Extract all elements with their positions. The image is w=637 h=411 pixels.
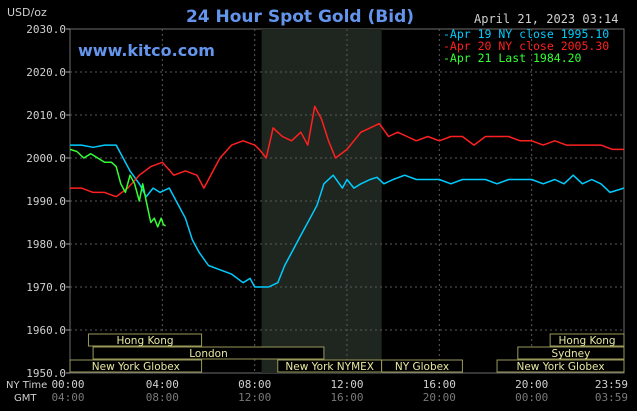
gmt-label: GMT [14,393,37,404]
y-tick-label: 2000.0 [26,152,66,165]
market-label: NY Globex [395,361,449,373]
x-tick-gmt: 00:00 [515,391,548,404]
legend-entry: -Apr 20 NY close 2005.30 [443,39,609,53]
market-session-bar: Hong Kong [549,333,625,347]
x-tick-ny: 12:00 [330,378,363,391]
y-tick-label: 1960.0 [26,324,66,337]
price-line [70,105,624,198]
x-tick-ny: 00:00 [51,378,84,391]
y-tick-label: 1980.0 [26,238,66,251]
x-tick-gmt: 08:00 [146,391,179,404]
market-label: New York Globex [516,361,604,373]
watermark-kitco: www.kitco.com [78,41,215,60]
y-tick-label: 2030.0 [26,23,66,36]
market-label: Sydney [551,348,590,360]
market-label: New York Globex [92,361,180,373]
x-tick-ny: 20:00 [515,378,548,391]
market-session-bar: New York Globex [496,359,625,373]
y-tick-label: 2020.0 [26,66,66,79]
market-bar-outline [92,346,325,360]
price-line [70,144,625,288]
ny-time-label: NY Time [6,380,47,391]
market-label: Hong Kong [559,335,616,347]
y-tick-label: 1990.0 [26,195,66,208]
price-line [69,148,166,228]
legend-entry: -Apr 19 NY close 1995.10 [443,27,609,41]
x-tick-ny: 04:00 [146,378,179,391]
y-tick-label: 1950.0 [26,367,66,380]
market-bar-outline [87,333,203,347]
market-session-bar: New York Globex [69,359,203,373]
x-tick-ny: 08:00 [238,378,271,391]
unit-label: USD/oz [7,6,47,19]
market-session-bar: Hong Kong [87,333,203,347]
x-tick-gmt: 04:00 [51,391,84,404]
y-tick-label: 2010.0 [26,109,66,122]
x-tick-gmt: 20:00 [423,391,456,404]
x-tick-gmt: 16:00 [330,391,363,404]
market-bar-outline [549,333,625,347]
market-label: London [189,348,228,360]
market-label: New York NYMEX [285,361,374,373]
market-session-bar: NY Globex [381,359,463,373]
market-label: Hong Kong [116,335,173,347]
market-bar-outline [381,359,463,373]
market-bar-outline [496,359,625,373]
x-tick-gmt: 03:59 [595,391,628,404]
legend-entry: -Apr 21 Last 1984.20 [443,51,582,65]
x-tick-gmt: 12:00 [238,391,271,404]
market-session-bar: London [92,346,325,360]
timestamp: April 21, 2023 03:14 [474,12,619,26]
market-session-bar: New York NYMEX [277,359,383,373]
market-bar-outline [69,359,203,373]
x-tick-ny: 16:00 [423,378,456,391]
market-bar-outline [517,346,625,360]
y-tick-label: 1970.0 [26,281,66,294]
x-tick-ny: 23:59 [595,378,628,391]
market-session-bar: Sydney [517,346,625,360]
chart-title: 24 Hour Spot Gold (Bid) [186,7,414,27]
